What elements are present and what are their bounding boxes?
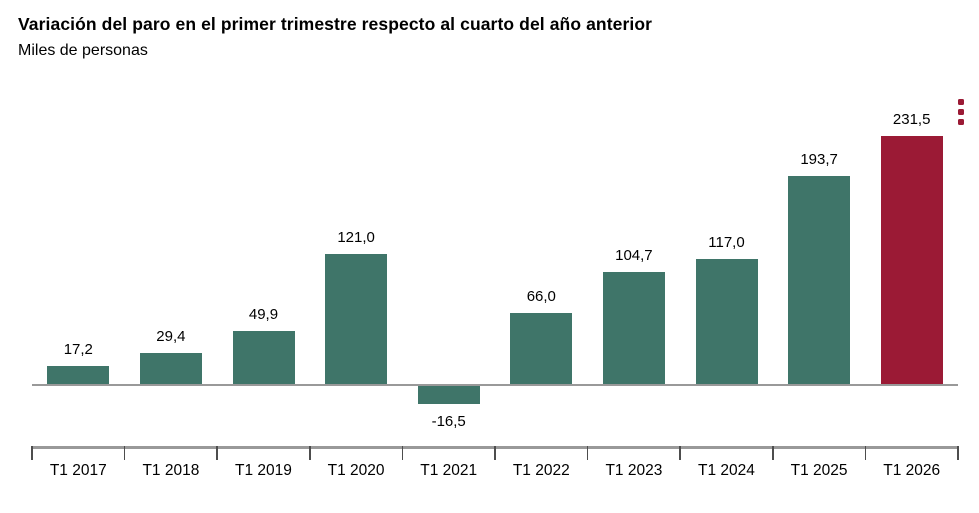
value-label-t1-2022: 66,0 (526, 288, 556, 306)
bar-t1-2019[interactable] (232, 330, 295, 384)
kebab-menu-button[interactable] (950, 94, 972, 130)
x-axis-label-t1-2024: T1 2024 (698, 462, 755, 479)
value-label-t1-2018: 29,4 (156, 327, 186, 345)
chart-title: Variación del paro en el primer trimestr… (18, 14, 653, 34)
x-axis-tick (586, 446, 589, 460)
bar-t1-2021[interactable] (417, 386, 480, 404)
value-label-t1-2020: 121,0 (337, 229, 375, 247)
x-axis-tick (494, 446, 496, 460)
value-label-t1-2025: 193,7 (800, 151, 838, 169)
bar-t1-2026[interactable] (880, 136, 943, 384)
x-axis-tick (401, 446, 404, 460)
bar-t1-2017[interactable] (47, 365, 110, 384)
value-label-t1-2017: 17,2 (63, 340, 93, 358)
x-axis-label-t1-2019: T1 2019 (235, 462, 292, 479)
x-axis-tick (957, 446, 959, 460)
x-axis-label-t1-2026: T1 2026 (883, 462, 941, 479)
bar-t1-2023[interactable] (602, 271, 665, 384)
x-axis-label-t1-2023: T1 2023 (605, 462, 663, 479)
x-axis-label-t1-2022: T1 2022 (512, 462, 570, 479)
x-axis-tick (771, 446, 774, 460)
value-label-t1-2024: 117,0 (708, 233, 745, 251)
x-axis-tick (679, 446, 682, 460)
value-label-t1-2023: 104,7 (615, 246, 653, 264)
x-axis-label-t1-2025: T1 2025 (790, 462, 848, 479)
kebab-menu-icon (958, 109, 964, 115)
bar-t1-2020[interactable] (325, 254, 388, 384)
value-label-t1-2019: 49,9 (248, 305, 279, 323)
bar-t1-2025[interactable] (788, 176, 851, 384)
x-axis-tick (123, 446, 126, 460)
kebab-menu-icon (958, 119, 964, 125)
kebab-menu-icon (958, 99, 964, 105)
x-axis-tick (864, 446, 867, 460)
value-label-t1-2026: 231,5 (892, 111, 931, 128)
value-label-t1-2021: -16,5 (431, 412, 466, 430)
bar-t1-2022[interactable] (510, 313, 573, 384)
bar-t1-2024[interactable] (695, 258, 758, 384)
x-axis-label-t1-2020: T1 2020 (327, 462, 385, 479)
x-axis-tick (31, 446, 33, 460)
zero-baseline (32, 383, 958, 386)
chart-subtitle: Miles de personas (18, 42, 148, 59)
x-axis-label-t1-2017: T1 2017 (49, 462, 107, 479)
x-axis-label-t1-2021: T1 2021 (420, 462, 478, 479)
x-axis-label-t1-2018: T1 2018 (142, 462, 200, 479)
x-axis-tick (216, 446, 219, 460)
bar-t1-2018[interactable] (139, 352, 202, 384)
x-axis-tick (308, 446, 311, 460)
